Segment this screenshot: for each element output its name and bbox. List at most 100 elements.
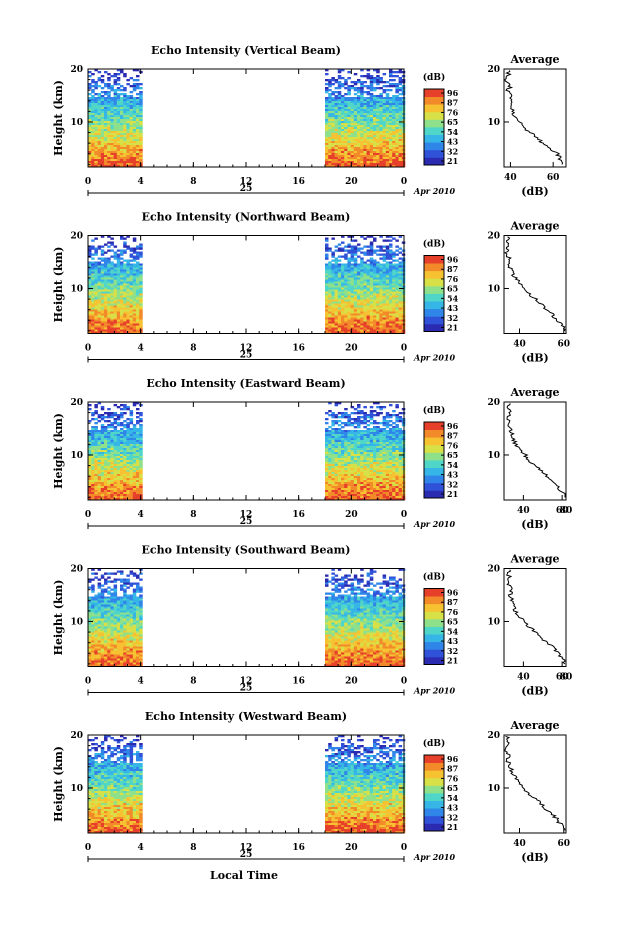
heatmap-cell: [357, 424, 361, 427]
heatmap-cell: [104, 478, 108, 481]
heatmap-cell: [347, 153, 351, 156]
heatmap-cell: [120, 438, 124, 441]
heatmap-cell: [110, 305, 114, 308]
heatmap-cell: [398, 101, 403, 104]
heatmap-cell: [113, 305, 118, 308]
heatmap-cell: [136, 327, 140, 330]
heatmap-cell: [366, 321, 371, 324]
heatmap-cell: [328, 127, 332, 130]
heatmap-cell: [395, 103, 399, 106]
heatmap-cell: [357, 458, 361, 461]
heatmap-cell: [113, 454, 118, 457]
heatmap-cell: [139, 127, 143, 130]
heatmap-cell: [389, 147, 393, 150]
heatmap-cell: [120, 121, 124, 124]
heatmap-cell: [382, 113, 387, 116]
heatmap-cell: [139, 412, 143, 415]
heatmap-cell: [113, 145, 118, 148]
heatmap-cell: [325, 458, 329, 461]
heatmap-cell: [334, 299, 339, 302]
heatmap-cell: [366, 165, 371, 168]
heatmap-cell: [113, 331, 118, 334]
heatmap-cell: [369, 137, 374, 140]
heatmap-cell: [392, 265, 396, 268]
heatmap-cell: [100, 466, 105, 469]
heatmap-cell: [350, 109, 355, 112]
heatmap-cell: [385, 249, 390, 252]
heatmap-cell: [353, 145, 358, 148]
heatmap-cell: [353, 135, 358, 138]
heatmap-cell: [136, 305, 140, 308]
heatmap-cell: [91, 125, 95, 128]
heatmap-cell: [120, 482, 124, 485]
heatmap-cell: [94, 165, 98, 168]
heatmap-cell: [120, 165, 124, 168]
heatmap-cell: [116, 113, 121, 116]
heatmap-cell: [100, 145, 105, 148]
heatmap-cell: [379, 131, 383, 134]
heatmap-cell: [325, 129, 329, 132]
heatmap-cell: [107, 143, 111, 146]
heatmap-cell: [341, 440, 345, 443]
heatmap-cell: [337, 83, 342, 86]
heatmap-cell: [337, 97, 342, 100]
heatmap-cell: [113, 109, 118, 112]
heatmap-cell: [379, 327, 383, 330]
heatmap-cell: [120, 261, 124, 264]
heatmap-cell: [395, 331, 399, 334]
heatmap-cell: [97, 115, 102, 118]
heatmap-cell: [91, 456, 95, 459]
heatmap-cell: [373, 103, 377, 106]
heatmap-cell: [347, 442, 351, 445]
heatmap-cell: [129, 107, 134, 110]
heatmap-cell: [328, 123, 332, 126]
heatmap-cell: [328, 456, 332, 459]
heatmap-cell: [104, 283, 108, 286]
heatmap-cell: [379, 315, 383, 318]
heatmap-cell: [357, 157, 361, 160]
heatmap-cell: [395, 165, 399, 168]
heatmap-cell: [353, 492, 358, 495]
heatmap-cell: [357, 105, 361, 108]
heatmap-cell: [331, 464, 335, 467]
heatmap-cell: [357, 143, 361, 146]
heatmap-cell: [126, 317, 130, 320]
heatmap-cell: [107, 109, 111, 112]
heatmap-cell: [385, 269, 390, 272]
heatmap-cell: [110, 241, 114, 244]
heatmap-cell: [337, 424, 342, 427]
heatmap-cell: [347, 452, 351, 455]
heatmap-cell: [360, 119, 364, 122]
heatmap-cell: [392, 299, 396, 302]
heatmap-cell: [110, 458, 114, 461]
heatmap-cell: [382, 325, 387, 328]
heatmap-cell: [136, 153, 140, 156]
heatmap-cell: [347, 113, 351, 116]
heatmap-cell: [113, 434, 118, 437]
heatmap-cell: [129, 470, 134, 473]
heatmap-cell: [382, 99, 387, 102]
heatmap-cell: [88, 444, 92, 447]
heatmap-cell: [353, 305, 358, 308]
heatmap-cell: [113, 301, 118, 304]
heatmap-cell: [363, 470, 367, 473]
heatmap-cell: [341, 299, 345, 302]
heatmap-cell: [366, 123, 371, 126]
heatmap-cell: [88, 249, 92, 252]
heatmap-cell: [107, 468, 111, 471]
heatmap-cell: [350, 159, 355, 162]
heatmap-cell: [126, 444, 130, 447]
heatmap-cell: [360, 87, 364, 90]
heatmap-cell: [120, 279, 124, 282]
heatmap-cell: [132, 476, 137, 479]
heatmap-cell: [100, 141, 105, 144]
heatmap-cell: [366, 432, 371, 435]
heatmap-cell: [392, 165, 396, 168]
heatmap-cell: [120, 450, 124, 453]
heatmap-cell: [126, 472, 130, 475]
heatmap-cell: [360, 434, 364, 437]
heatmap-cell: [129, 165, 134, 168]
heatmap-cell: [104, 462, 108, 465]
heatmap-cell: [123, 127, 127, 130]
heatmap-cell: [392, 321, 396, 324]
